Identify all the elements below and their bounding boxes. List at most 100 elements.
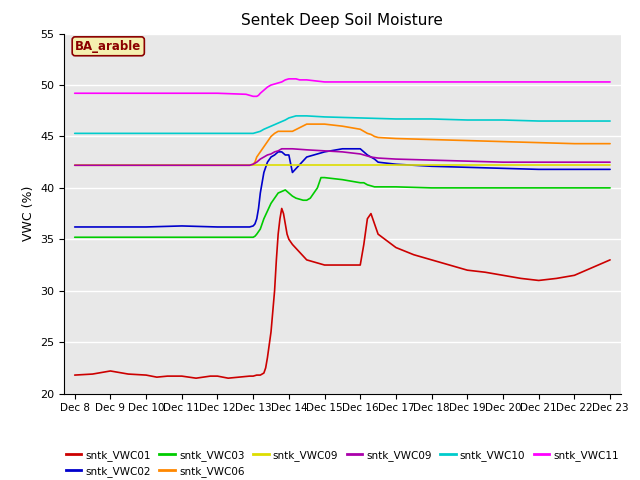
sntk_VWC06 [282, 129, 289, 134]
sntk_VWC09 [606, 159, 614, 165]
Line: sntk_VWC09: sntk_VWC09 [75, 149, 610, 165]
sntk_VWC06 [251, 159, 259, 165]
sntk_VWC10 [463, 117, 471, 123]
sntk_VWC03 [307, 195, 314, 201]
sntk_VWC10 [356, 115, 364, 121]
sntk_VWC06 [264, 139, 271, 144]
sntk_VWC03 [428, 185, 435, 191]
sntk_VWC06 [499, 139, 507, 144]
sntk_VWC11 [289, 76, 296, 82]
Line: sntk_VWC11: sntk_VWC11 [75, 79, 610, 96]
sntk_VWC09 [392, 156, 400, 162]
Legend: sntk_VWC01, sntk_VWC02, sntk_VWC03, sntk_VWC06, sntk_VWC09, sntk_VWC09, sntk_VWC: sntk_VWC01, sntk_VWC02, sntk_VWC03, sntk… [61, 445, 623, 480]
sntk_VWC11 [271, 81, 278, 87]
sntk_VWC09 [264, 152, 271, 158]
sntk_VWC03 [246, 234, 253, 240]
sntk_VWC03 [570, 185, 578, 191]
sntk_VWC11 [300, 77, 307, 83]
sntk_VWC11 [296, 77, 303, 83]
sntk_VWC11 [499, 79, 507, 85]
sntk_VWC10 [214, 131, 221, 136]
sntk_VWC09 [178, 162, 186, 168]
sntk_VWC02 [142, 224, 150, 230]
sntk_VWC09 [214, 162, 221, 168]
sntk_VWC03 [360, 180, 367, 186]
sntk_VWC09 [253, 159, 260, 165]
sntk_VWC09 [142, 162, 150, 168]
sntk_VWC11 [106, 90, 114, 96]
sntk_VWC11 [292, 76, 300, 82]
sntk_VWC02 [499, 166, 507, 171]
sntk_VWC02 [606, 167, 614, 172]
sntk_VWC03 [300, 197, 307, 203]
sntk_VWC09 [275, 148, 282, 154]
sntk_VWC02 [282, 152, 289, 158]
sntk_VWC03 [214, 234, 221, 240]
Line: sntk_VWC06: sntk_VWC06 [75, 124, 610, 165]
sntk_VWC03 [606, 185, 614, 191]
sntk_VWC03 [356, 180, 364, 186]
sntk_VWC11 [142, 90, 150, 96]
sntk_VWC11 [246, 93, 253, 98]
sntk_VWC06 [371, 133, 378, 139]
sntk_VWC06 [253, 154, 260, 160]
sntk_VWC03 [71, 234, 79, 240]
sntk_VWC06 [374, 134, 382, 140]
Y-axis label: VWC (%): VWC (%) [22, 186, 35, 241]
sntk_VWC06 [257, 149, 264, 155]
sntk_VWC02 [535, 167, 543, 172]
sntk_VWC02 [371, 156, 378, 162]
sntk_VWC11 [285, 76, 292, 82]
sntk_VWC11 [264, 84, 271, 90]
sntk_VWC02 [71, 224, 79, 230]
sntk_VWC06 [271, 131, 278, 136]
sntk_VWC01 [192, 375, 200, 381]
sntk_VWC02 [264, 159, 271, 165]
sntk_VWC06 [289, 129, 296, 134]
sntk_VWC01 [360, 241, 367, 247]
sntk_VWC10 [106, 131, 114, 136]
sntk_VWC06 [392, 136, 400, 142]
sntk_VWC06 [321, 121, 328, 127]
sntk_VWC03 [296, 196, 303, 202]
sntk_VWC06 [606, 141, 614, 146]
sntk_VWC03 [310, 190, 317, 196]
sntk_VWC10 [292, 113, 300, 119]
sntk_VWC11 [257, 90, 264, 96]
sntk_VWC01 [285, 237, 292, 242]
sntk_VWC03 [463, 185, 471, 191]
sntk_VWC10 [535, 118, 543, 124]
sntk_VWC01 [142, 372, 150, 378]
Title: Sentek Deep Soil Moisture: Sentek Deep Soil Moisture [241, 13, 444, 28]
sntk_VWC01 [264, 355, 271, 360]
sntk_VWC03 [314, 185, 321, 191]
sntk_VWC10 [257, 129, 264, 134]
sntk_VWC03 [251, 233, 259, 239]
sntk_VWC02 [289, 169, 296, 175]
sntk_VWC02 [260, 169, 268, 175]
sntk_VWC09 [535, 159, 543, 165]
sntk_VWC11 [321, 79, 328, 85]
sntk_VWC11 [251, 94, 259, 99]
sntk_VWC01 [280, 211, 287, 216]
sntk_VWC09 [282, 146, 289, 152]
sntk_VWC10 [428, 116, 435, 122]
sntk_VWC10 [282, 117, 289, 123]
sntk_VWC10 [285, 115, 292, 121]
sntk_VWC09 [339, 149, 346, 155]
sntk_VWC03 [367, 183, 375, 189]
sntk_VWC09 [367, 154, 375, 160]
sntk_VWC10 [246, 131, 253, 136]
sntk_VWC06 [250, 161, 257, 167]
sntk_VWC06 [275, 129, 282, 134]
sntk_VWC09 [267, 151, 275, 157]
sntk_VWC02 [356, 146, 364, 152]
sntk_VWC01 [606, 257, 614, 263]
sntk_VWC10 [606, 118, 614, 124]
sntk_VWC09 [321, 148, 328, 154]
sntk_VWC02 [392, 161, 400, 167]
sntk_VWC09 [250, 161, 257, 167]
sntk_VWC03 [106, 234, 114, 240]
sntk_VWC06 [570, 141, 578, 146]
sntk_VWC11 [253, 94, 260, 99]
